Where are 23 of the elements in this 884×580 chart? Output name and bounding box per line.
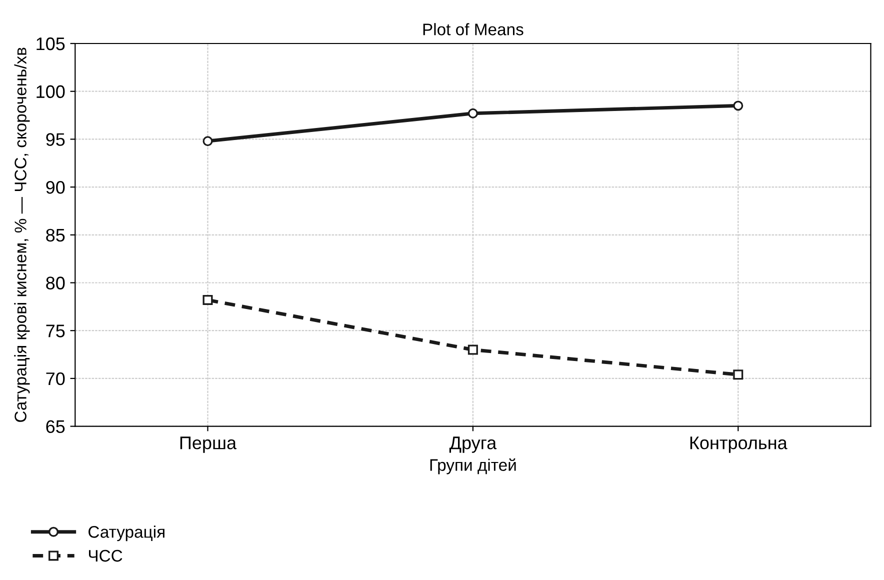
legend-label: Сатурація	[88, 526, 164, 542]
y-tick-label: 70	[46, 372, 65, 386]
legend-label: ЧСС	[88, 550, 122, 562]
point	[733, 370, 744, 380]
point	[202, 294, 213, 305]
y-tick-label: 85	[46, 228, 65, 242]
y-tick-label: 105	[36, 37, 65, 50]
y-tick-label: 65	[46, 420, 65, 434]
x-tick-label: Перша	[180, 436, 237, 453]
point	[468, 108, 478, 118]
x-axis-title: Групи дітей	[430, 458, 516, 474]
y-axis-title: Сатурація крові киснем, % — ЧСС, скорочень/хв	[14, 48, 30, 422]
y-tick-label: 80	[46, 276, 65, 290]
point	[733, 100, 744, 111]
y-tick-label: 95	[46, 133, 65, 146]
x-tick-label: Контрольна	[690, 436, 788, 453]
chart-title: Plot of Means	[423, 23, 524, 36]
point	[202, 136, 213, 146]
x-tick-label: Друга	[449, 436, 497, 453]
point	[468, 344, 478, 355]
y-tick-label: 100	[36, 85, 65, 98]
y-tick-label: 90	[46, 180, 65, 194]
y-tick-label: 75	[46, 324, 65, 338]
